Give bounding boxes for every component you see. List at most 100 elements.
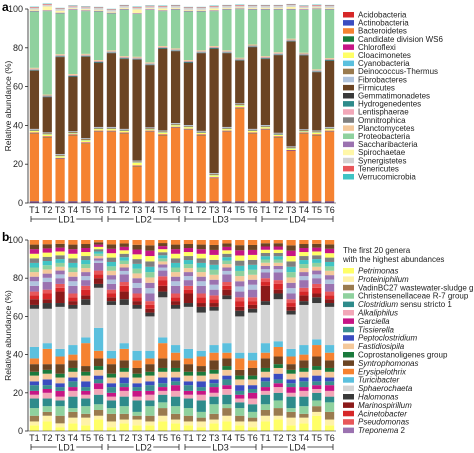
bar-segment [158,134,168,136]
bar-segment [286,356,296,365]
legend-entry: Clostridium sensu stricto 1 [358,300,452,309]
bar-segment-other [81,260,91,265]
bar-segment-other [93,260,104,263]
bar-segment [209,201,219,203]
bar-segment [235,352,245,359]
bar-segment [106,9,117,12]
bar-segment [299,295,309,302]
bar-segment [222,375,232,380]
bar-segment-other [158,252,168,256]
bar-segment [106,408,117,414]
bar-segment [145,406,155,416]
bar-segment [183,358,194,365]
bar-segment [222,289,232,296]
bar-segment [55,283,65,288]
bar-segment [235,9,245,58]
legend-swatch [343,402,354,408]
bar-segment [81,394,91,399]
y-tick-label: 100 [8,4,23,14]
bar-segment [286,417,296,426]
bar-segment [145,293,155,302]
bar-segment [29,69,40,70]
y-tick-label: 40 [13,350,23,360]
bar-segment [93,350,104,359]
bar-segment [183,11,194,61]
bar-segment-other [170,249,181,254]
bar-segment [312,415,322,431]
bar-segment [183,398,194,409]
bar-segment [312,392,322,401]
legend-swatch [343,419,354,425]
legend-swatch [343,284,354,291]
bar-segment-other [132,268,142,274]
bar-segment-other [247,240,258,245]
legend-entry: Gemmatimonadetes [358,92,430,101]
bar-segment [106,9,117,10]
bar-segment [260,304,271,344]
bar-segment [132,201,142,203]
bar-segment [81,6,91,8]
bar-segment [183,408,194,416]
bar-segment-other [235,260,245,266]
bar-segment [209,11,219,47]
bar-segment [299,8,309,10]
bar-segment [132,162,142,166]
bar-segment [286,151,296,202]
bar-segment-other [132,244,142,250]
bar-segment [55,373,65,378]
legend-entry: Coprostanoligenes group [358,351,448,360]
bar-segment [158,270,168,277]
bar-segment [260,301,271,305]
bar-segment [196,53,206,131]
bar-segment [170,371,181,378]
bar-segment [260,390,271,395]
bar-segment [145,316,155,351]
group-label: LD4 [289,215,306,225]
bar-segment-other [42,252,52,257]
bar-segment [119,56,129,58]
bar-segment [260,201,271,203]
bar-segment [158,291,168,298]
bar-segment [247,312,258,353]
y-tick-label: 0 [18,426,23,436]
y-tick-label: 80 [13,273,23,283]
bar-segment [196,293,206,298]
bar-segment-other [312,247,322,252]
bar-segment [235,385,245,391]
bar-segment [55,423,65,428]
bar-segment [42,11,52,95]
bar-segment [42,6,52,11]
bar-segment-other [145,288,155,294]
bar-segment [145,350,155,359]
bar-segment [324,5,335,8]
bar-segment [42,398,52,407]
bar-segment [170,49,181,51]
bar-segment-other [273,269,283,273]
bar-segment [68,6,78,9]
bar-segment [273,133,283,135]
bar-segment [106,53,117,127]
legend-swatch [343,360,354,366]
bar-segment [42,364,52,370]
bar-segment [312,339,322,346]
legend-entry: Verrucomicrobia [358,173,416,182]
bar-segment [29,394,40,399]
bar-segment [119,396,129,407]
bar-segment-other [286,261,296,267]
bar-segment [119,128,129,130]
bar-segment [145,130,155,132]
bar-segment [235,201,245,203]
legend-entry: Tissierella [358,325,394,334]
bar-segment-other [286,240,296,246]
bar-segment [286,364,296,370]
bar-segment [42,282,52,290]
x-tick-label: T2 [119,205,130,215]
x-tick-label: T6 [247,433,258,443]
bar-segment-other [68,240,78,245]
bar-segment [119,360,129,368]
bar-segment [145,371,155,376]
bar-segment [273,54,283,55]
bar-segment-other [55,243,65,248]
bar-segment [158,131,168,133]
bar-segment [273,299,283,342]
